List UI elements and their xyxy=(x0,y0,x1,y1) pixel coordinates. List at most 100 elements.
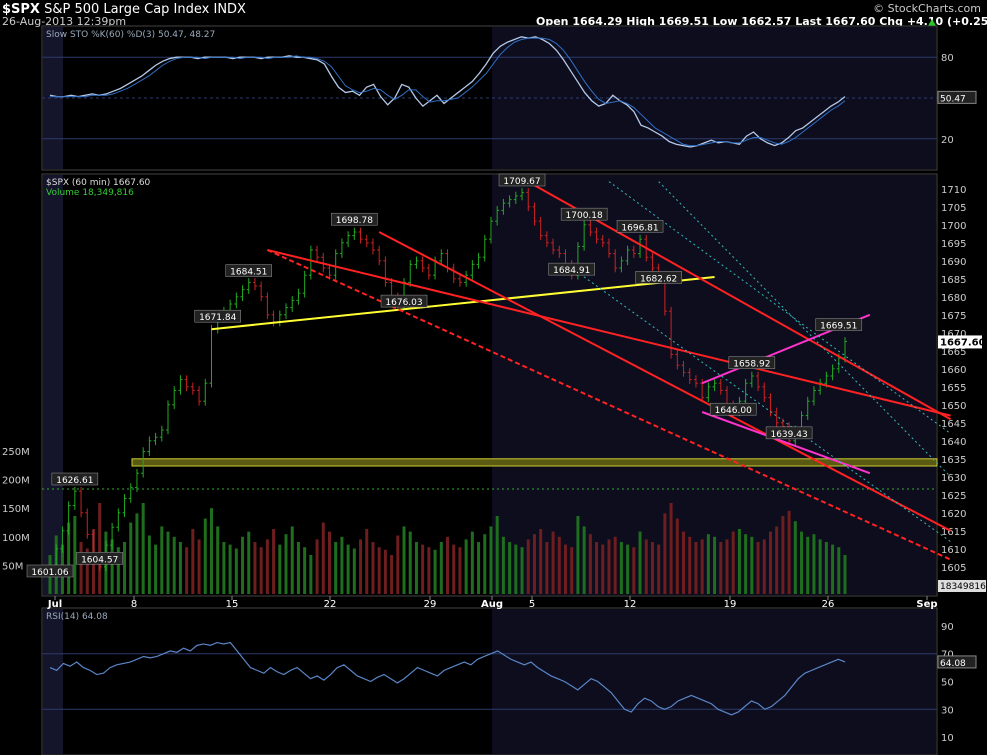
symbol: $SPX xyxy=(2,2,40,17)
volume-bar xyxy=(166,531,170,594)
volume-bar xyxy=(520,547,524,594)
volume-bar xyxy=(781,516,785,594)
price-tick-1690: 1690 xyxy=(941,257,966,268)
volume-bar xyxy=(433,549,437,594)
price-annotation-box xyxy=(560,207,608,221)
price-annotation-box xyxy=(26,564,74,578)
price-annotation-box xyxy=(616,220,664,233)
volume-bar xyxy=(402,526,406,594)
month-shade-jul-1 xyxy=(43,175,63,595)
price-annotation: 1601.06 xyxy=(31,568,68,578)
volume-bar xyxy=(545,542,549,594)
price-annotation-box xyxy=(76,552,123,565)
volume-bar xyxy=(514,544,518,594)
price-annotation: 1709.67 xyxy=(503,177,540,187)
volume-bar xyxy=(414,542,418,594)
rsi-last-box xyxy=(937,655,977,669)
price-tick-1630: 1630 xyxy=(941,473,966,484)
sto-tick-80: 80 xyxy=(941,53,954,64)
volume-bar xyxy=(321,522,325,594)
volume-bar xyxy=(141,503,145,594)
volume-tick-150M: 150M xyxy=(2,504,30,515)
volume-bar xyxy=(719,542,723,594)
price-tick-1620: 1620 xyxy=(941,509,966,520)
timestamp: 26-Aug-2013 12:39pm xyxy=(2,15,127,28)
volume-bar xyxy=(818,539,822,594)
price-annotation: 1684.91 xyxy=(553,266,590,276)
volume-bar xyxy=(501,536,505,594)
sto-title: Slow STO %K(60) %D(3) 50.47, 48.27 xyxy=(46,30,215,40)
price-annotation-box xyxy=(51,472,99,486)
price-annotation-box xyxy=(709,402,757,416)
volume-bar xyxy=(650,542,654,594)
volume-bar xyxy=(713,536,717,594)
volume-bar xyxy=(576,516,580,594)
volume-bar xyxy=(284,534,288,594)
volume-bar xyxy=(203,518,207,594)
channel-dotted-0 xyxy=(608,181,951,435)
x-tick-label: 15 xyxy=(226,599,239,610)
x-tick-label: 22 xyxy=(324,599,337,610)
volume-bar xyxy=(694,542,698,594)
volume-bar xyxy=(253,542,257,594)
volume-bar xyxy=(303,547,307,594)
price-tick-1685: 1685 xyxy=(941,275,966,286)
price-tick-1700: 1700 xyxy=(941,221,966,232)
volume-bar xyxy=(346,544,350,594)
volume-bar xyxy=(464,539,468,594)
trendline-6 xyxy=(701,411,871,475)
price-annotation-box xyxy=(498,173,546,187)
rsi-series xyxy=(49,641,846,716)
volume-bar xyxy=(812,534,816,594)
volume-bar xyxy=(116,547,120,594)
volume-tick-100M: 100M xyxy=(2,533,30,544)
volume-bar xyxy=(843,555,847,594)
volume-bar xyxy=(452,544,456,594)
volume-bar xyxy=(172,536,176,594)
volume-bar xyxy=(626,544,630,594)
volume-bar xyxy=(632,547,636,594)
volume-bar xyxy=(67,522,71,594)
volume-bar xyxy=(775,526,779,594)
volume-bar xyxy=(234,548,238,594)
volume-bar xyxy=(296,542,300,594)
quote-line: Open 1664.29 High 1669.51 Low 1662.57 La… xyxy=(536,15,987,28)
x-tick-label: 5 xyxy=(529,599,535,610)
x-tick-label: 12 xyxy=(624,599,637,610)
volume-bar xyxy=(564,544,568,594)
volume-bar xyxy=(216,526,220,594)
trendline-2 xyxy=(378,231,952,532)
volume-bar xyxy=(588,534,592,594)
volume-bar xyxy=(619,542,623,594)
volume-bar xyxy=(383,549,387,594)
volume-bar xyxy=(470,531,474,594)
volume-bar xyxy=(557,536,561,594)
volume-subtitle: Volume 18,349,816 xyxy=(46,188,134,198)
price-tick-1655: 1655 xyxy=(941,383,966,394)
volume-bar xyxy=(259,547,263,594)
price-annotation: 1700.18 xyxy=(566,211,603,221)
volume-bar xyxy=(744,534,748,594)
volume-bar xyxy=(352,548,356,594)
volume-bar xyxy=(315,539,319,594)
volume-bar xyxy=(725,539,729,594)
volume-bar xyxy=(241,536,245,594)
price-annotation: 1646.00 xyxy=(715,406,752,416)
volume-bar xyxy=(154,544,158,594)
month-shade-jul-0 xyxy=(43,27,63,169)
trendline-0 xyxy=(211,276,715,331)
price-tick-1650: 1650 xyxy=(941,401,966,412)
volume-bar xyxy=(278,544,282,594)
volume-bar xyxy=(768,531,772,594)
volume-bar xyxy=(390,555,394,594)
x-tick-label: 26 xyxy=(822,599,835,610)
volume-bar xyxy=(160,526,164,594)
price-annotation-box xyxy=(548,262,595,276)
volume-bar xyxy=(446,536,449,594)
x-tick-label: Sep xyxy=(916,599,937,610)
volume-last-box xyxy=(938,580,986,592)
month-shade-aug-2 xyxy=(492,609,936,754)
volume-bar xyxy=(800,531,804,594)
sto-last-box xyxy=(937,90,977,104)
